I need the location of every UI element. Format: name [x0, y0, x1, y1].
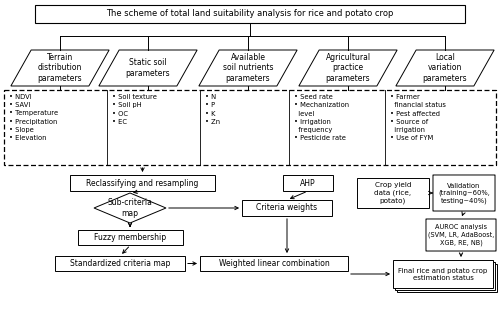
Text: Crop yield
data (rice,
potato): Crop yield data (rice, potato) [374, 182, 412, 203]
Polygon shape [94, 193, 166, 223]
Text: • N
• P
• K
• Zn: • N • P • K • Zn [205, 94, 220, 125]
Polygon shape [11, 50, 109, 86]
Text: • Soil texture
• Soil pH
• OC
• EC: • Soil texture • Soil pH • OC • EC [112, 94, 157, 125]
FancyBboxPatch shape [395, 262, 495, 290]
Text: • NDVI
• SAVI
• Temperature
• Precipitation
• Slope
• Elevation: • NDVI • SAVI • Temperature • Precipitat… [9, 94, 58, 141]
Text: Sub-criteria
map: Sub-criteria map [108, 198, 152, 218]
Text: The scheme of total land suitability analysis for rice and potato crop: The scheme of total land suitability ana… [106, 9, 394, 18]
FancyBboxPatch shape [78, 230, 183, 245]
Text: AUROC analysis
(SVM, LR, AdaBoost,
XGB, RE, NB): AUROC analysis (SVM, LR, AdaBoost, XGB, … [428, 224, 494, 245]
Text: AHP: AHP [300, 178, 316, 187]
FancyBboxPatch shape [397, 264, 497, 292]
FancyBboxPatch shape [426, 219, 496, 251]
Text: Criteria weights: Criteria weights [256, 203, 318, 213]
Text: Weighted linear combination: Weighted linear combination [218, 259, 330, 268]
Text: Final rice and potato crop
estimation status: Final rice and potato crop estimation st… [398, 268, 488, 280]
FancyBboxPatch shape [242, 200, 332, 216]
FancyBboxPatch shape [35, 5, 465, 23]
Text: • Seed rate
• Mechanization
  level
• Irrigation
  frequency
• Pesticide rate: • Seed rate • Mechanization level • Irri… [294, 94, 349, 141]
FancyBboxPatch shape [433, 175, 495, 211]
Text: Static soil
parameters: Static soil parameters [126, 58, 170, 78]
Text: Fuzzy membership: Fuzzy membership [94, 233, 166, 242]
Polygon shape [299, 50, 397, 86]
FancyBboxPatch shape [357, 178, 429, 208]
Text: Local
variation
parameters: Local variation parameters [422, 53, 468, 83]
Text: Terrain
distribution
parameters: Terrain distribution parameters [38, 53, 82, 83]
Text: Validation
(training~60%,
testing~40%): Validation (training~60%, testing~40%) [438, 182, 490, 203]
Text: Agricultural
practice
parameters: Agricultural practice parameters [326, 53, 370, 83]
Text: Available
soil nutrients
parameters: Available soil nutrients parameters [223, 53, 273, 83]
FancyBboxPatch shape [393, 260, 493, 288]
FancyBboxPatch shape [283, 175, 333, 191]
Text: • Farmer
  financial status
• Pest affected
• Source of
  irrigation
• Use of FY: • Farmer financial status • Pest affecte… [390, 94, 446, 141]
FancyBboxPatch shape [200, 256, 348, 271]
FancyBboxPatch shape [70, 175, 215, 191]
Polygon shape [99, 50, 197, 86]
Text: Standardized criteria map: Standardized criteria map [70, 259, 170, 268]
Text: Reclassifying and resampling: Reclassifying and resampling [86, 178, 198, 187]
FancyBboxPatch shape [55, 256, 185, 271]
Polygon shape [396, 50, 494, 86]
Polygon shape [199, 50, 297, 86]
